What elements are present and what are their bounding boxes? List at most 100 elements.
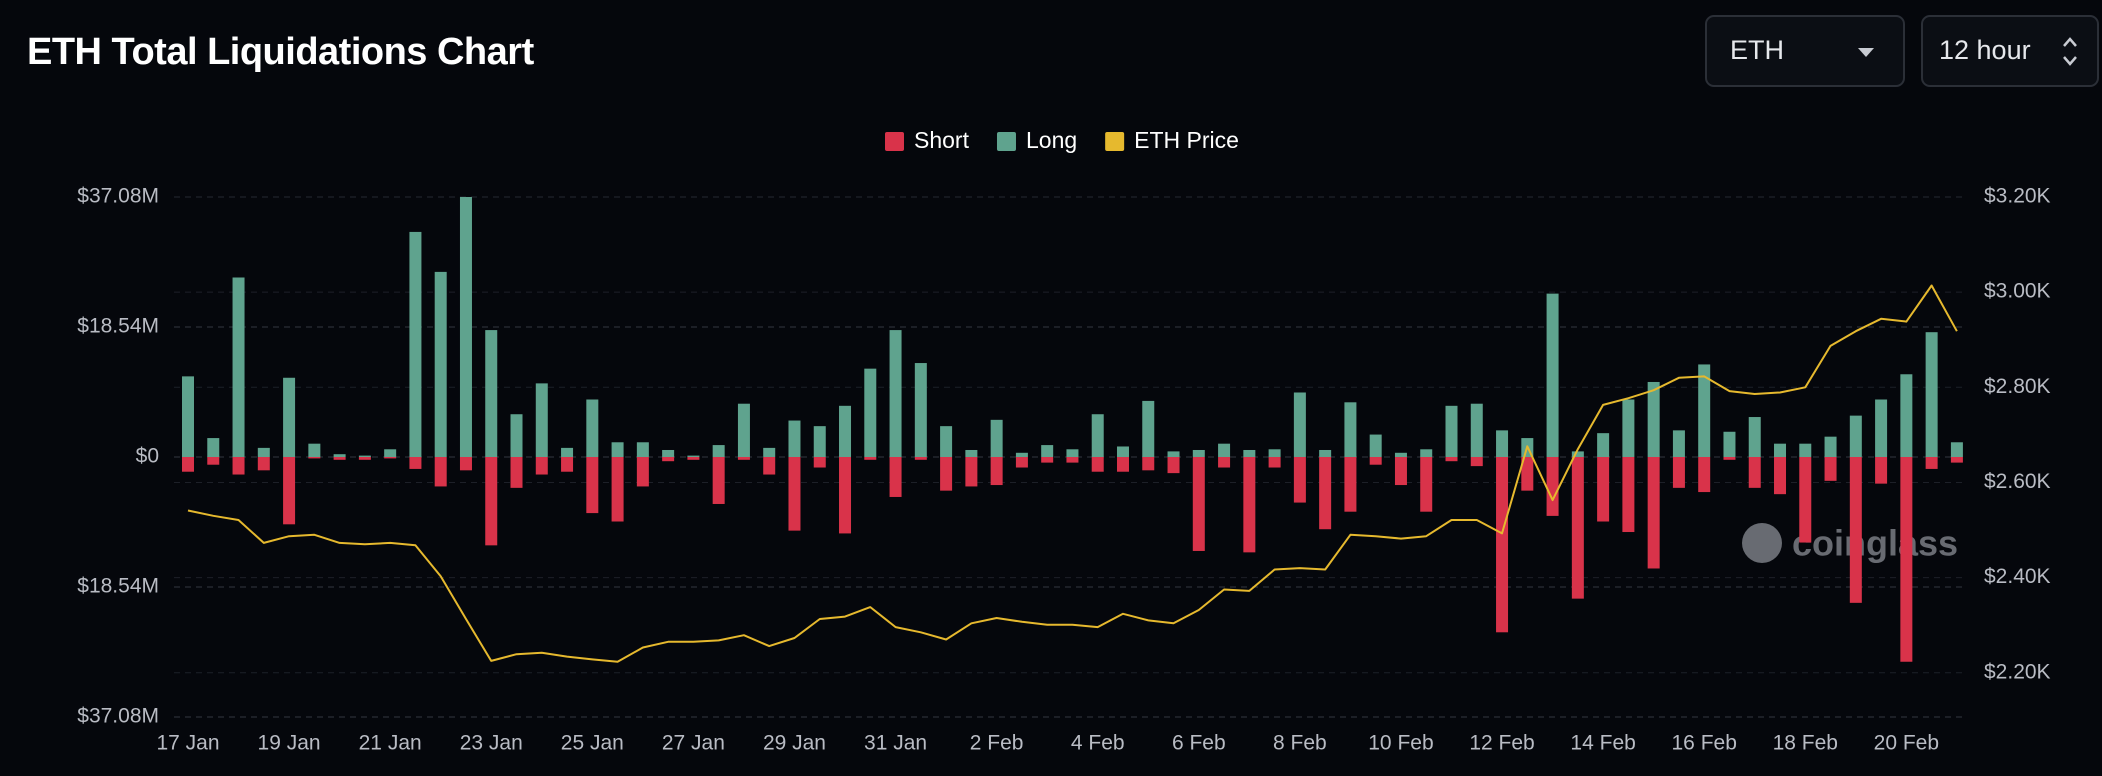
bar <box>586 399 599 457</box>
bar <box>940 426 953 457</box>
bar <box>1369 457 1382 465</box>
interval-select[interactable]: 12 hour <box>1921 15 2099 87</box>
bar <box>1672 430 1685 457</box>
bar <box>257 457 270 471</box>
x-tick-label: 18 Feb <box>1773 732 1838 755</box>
bar <box>333 457 346 460</box>
bar <box>384 449 397 457</box>
bar <box>737 403 750 457</box>
select-value[interactable]: 12 hour <box>1939 35 2031 65</box>
bar <box>1723 431 1736 457</box>
y2-tick-label: $3.20K <box>1984 185 2051 208</box>
bar <box>358 455 371 457</box>
watermark: coinglass <box>1742 523 1958 564</box>
bar <box>1344 457 1357 512</box>
select-value[interactable]: ETH <box>1730 35 1784 65</box>
bar <box>1369 434 1382 457</box>
bar <box>965 457 978 487</box>
bar <box>1066 449 1079 457</box>
bar <box>965 449 978 457</box>
bar <box>1875 457 1888 484</box>
bar <box>1142 400 1155 457</box>
bar <box>1546 293 1559 457</box>
bar <box>485 457 498 546</box>
bar <box>182 457 194 472</box>
bar <box>1293 392 1306 457</box>
bar <box>1470 403 1483 457</box>
bar <box>813 457 826 468</box>
bar <box>611 457 624 522</box>
bar <box>1597 457 1610 522</box>
watermark-text: coinglass <box>1792 523 1958 564</box>
select-box[interactable] <box>1705 15 1905 87</box>
bar <box>510 457 523 488</box>
bar <box>1748 417 1761 457</box>
bar <box>308 457 321 459</box>
legend-swatch <box>885 132 904 151</box>
bar <box>1698 364 1711 457</box>
bar <box>1066 457 1079 463</box>
bar <box>1167 451 1180 457</box>
bar <box>1824 436 1837 457</box>
bar <box>1142 457 1155 471</box>
chart-title: ETH Total Liquidations Chart <box>27 31 535 73</box>
select-box[interactable] <box>1921 15 2099 87</box>
watermark-icon <box>1742 523 1782 563</box>
select-caret <box>1858 48 1874 57</box>
bar <box>409 457 422 469</box>
bar <box>914 363 927 457</box>
legend-label: ETH Price <box>1134 127 1239 153</box>
bar <box>889 330 902 457</box>
bar <box>308 443 321 457</box>
bar <box>1622 399 1635 457</box>
bar <box>1900 457 1913 662</box>
select-arrows <box>2063 37 2077 66</box>
bar <box>763 457 776 475</box>
legend-label: Short <box>914 127 970 153</box>
bar <box>1521 457 1534 491</box>
bar <box>1849 415 1862 457</box>
bar <box>1774 457 1787 495</box>
asset-select[interactable]: ETH <box>1705 15 1905 87</box>
y2-tick-label: $2.20K <box>1984 660 2051 683</box>
y-tick-label: $37.08M <box>77 185 159 208</box>
y-tick-label: $18.54M <box>77 575 159 598</box>
x-tick-label: 12 Feb <box>1469 732 1534 755</box>
bar <box>1268 449 1281 457</box>
bar <box>1394 457 1407 486</box>
bar <box>1015 452 1028 457</box>
bar <box>459 197 472 457</box>
bar <box>182 376 194 457</box>
bar <box>232 457 245 475</box>
x-tick-label: 14 Feb <box>1570 732 1635 755</box>
bar <box>434 457 447 487</box>
bar <box>333 454 346 457</box>
bar <box>1597 433 1610 457</box>
bar <box>1319 449 1332 457</box>
bar <box>611 442 624 457</box>
bar <box>510 414 523 457</box>
bar <box>434 271 447 457</box>
bar <box>1319 457 1332 530</box>
bar <box>1344 402 1357 457</box>
bar <box>1647 457 1660 569</box>
y2-tick-label: $2.80K <box>1984 375 2051 398</box>
bar <box>283 457 296 525</box>
bar <box>283 377 296 457</box>
bar <box>1041 457 1054 463</box>
bar <box>1774 443 1787 457</box>
bar <box>990 419 1003 457</box>
bar <box>1420 457 1433 512</box>
bar <box>1672 457 1685 488</box>
bar <box>1091 414 1104 457</box>
bar <box>914 457 927 460</box>
bar <box>1849 457 1862 603</box>
bar <box>1445 457 1458 462</box>
bar <box>1622 457 1635 533</box>
y2-tick-label: $2.40K <box>1984 565 2051 588</box>
bar <box>1900 374 1913 457</box>
x-tick-label: 6 Feb <box>1172 732 1226 755</box>
y-tick-label: $0 <box>136 445 159 468</box>
bar <box>813 426 826 457</box>
x-tick-label: 2 Feb <box>970 732 1024 755</box>
